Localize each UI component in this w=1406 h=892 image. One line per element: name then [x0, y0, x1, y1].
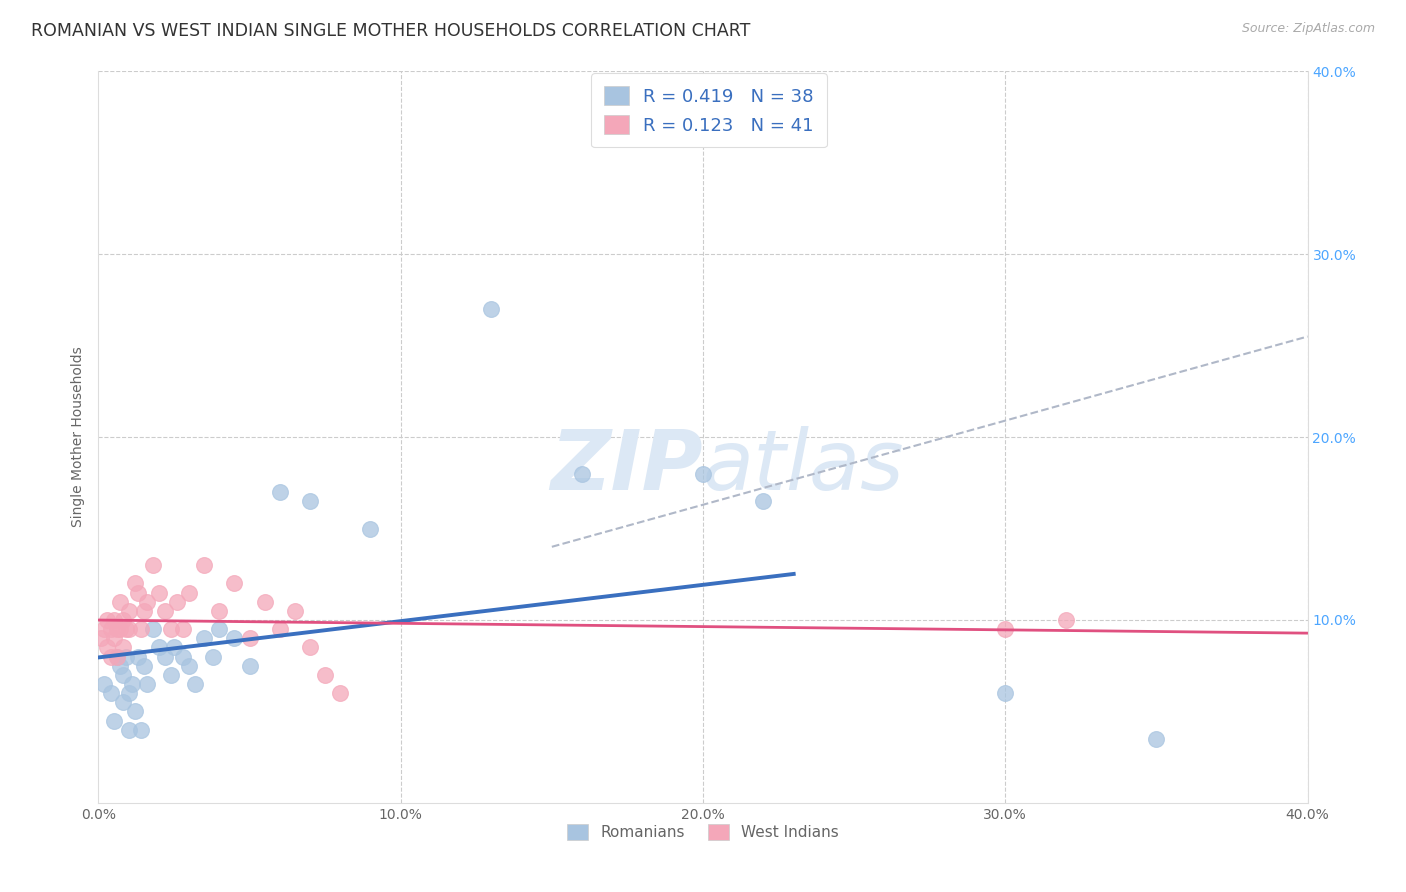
Point: [239, 658, 262, 673]
Point: [118, 686, 141, 700]
Point: [118, 604, 141, 618]
Point: [571, 467, 593, 481]
Point: [692, 467, 714, 481]
Point: [1144, 731, 1167, 746]
Point: [129, 723, 152, 737]
Point: [108, 622, 131, 636]
Point: [202, 649, 225, 664]
Point: [253, 594, 276, 608]
Point: [172, 649, 194, 664]
Point: [193, 632, 215, 646]
Point: [103, 632, 125, 646]
Point: [163, 640, 186, 655]
Point: [114, 622, 136, 636]
Point: [108, 658, 131, 673]
Point: [114, 649, 136, 664]
Point: [111, 667, 134, 681]
Point: [142, 622, 165, 636]
Point: [118, 723, 141, 737]
Point: [239, 632, 262, 646]
Point: [96, 613, 118, 627]
Point: [299, 494, 322, 508]
Point: [184, 677, 207, 691]
Point: [193, 558, 215, 573]
Point: [208, 622, 231, 636]
Point: [148, 585, 170, 599]
Point: [132, 604, 155, 618]
Point: [179, 658, 201, 673]
Point: [96, 640, 118, 655]
Point: [208, 604, 231, 618]
Point: [269, 485, 291, 500]
Point: [127, 649, 149, 664]
Point: [314, 667, 336, 681]
Point: [111, 640, 134, 655]
Point: [224, 632, 246, 646]
Point: [284, 604, 307, 618]
Point: [90, 632, 112, 646]
Point: [100, 649, 122, 664]
Point: [108, 594, 131, 608]
Point: [111, 695, 134, 709]
Point: [166, 594, 188, 608]
Point: [103, 613, 125, 627]
Point: [148, 640, 170, 655]
Point: [224, 576, 246, 591]
Point: [153, 604, 176, 618]
Point: [100, 686, 122, 700]
Point: [994, 622, 1017, 636]
Point: [269, 622, 291, 636]
Point: [127, 585, 149, 599]
Point: [1054, 613, 1077, 627]
Legend: Romanians, West Indians: Romanians, West Indians: [561, 817, 845, 847]
Point: [93, 622, 115, 636]
Text: atlas: atlas: [703, 425, 904, 507]
Point: [105, 622, 128, 636]
Point: [360, 521, 382, 535]
Point: [121, 677, 143, 691]
Point: [129, 622, 152, 636]
Point: [103, 714, 125, 728]
Point: [160, 667, 183, 681]
Point: [299, 640, 322, 655]
Y-axis label: Single Mother Households: Single Mother Households: [72, 347, 86, 527]
Point: [105, 649, 128, 664]
Point: [118, 622, 141, 636]
Point: [329, 686, 352, 700]
Point: [93, 677, 115, 691]
Point: [135, 677, 157, 691]
Point: [100, 622, 122, 636]
Point: [135, 594, 157, 608]
Point: [994, 686, 1017, 700]
Point: [142, 558, 165, 573]
Point: [153, 649, 176, 664]
Point: [111, 613, 134, 627]
Text: ZIP: ZIP: [550, 425, 703, 507]
Text: Source: ZipAtlas.com: Source: ZipAtlas.com: [1241, 22, 1375, 36]
Point: [752, 494, 775, 508]
Point: [124, 576, 146, 591]
Point: [172, 622, 194, 636]
Point: [179, 585, 201, 599]
Text: ROMANIAN VS WEST INDIAN SINGLE MOTHER HOUSEHOLDS CORRELATION CHART: ROMANIAN VS WEST INDIAN SINGLE MOTHER HO…: [31, 22, 751, 40]
Point: [481, 301, 503, 317]
Point: [124, 705, 146, 719]
Point: [105, 649, 128, 664]
Point: [132, 658, 155, 673]
Point: [160, 622, 183, 636]
